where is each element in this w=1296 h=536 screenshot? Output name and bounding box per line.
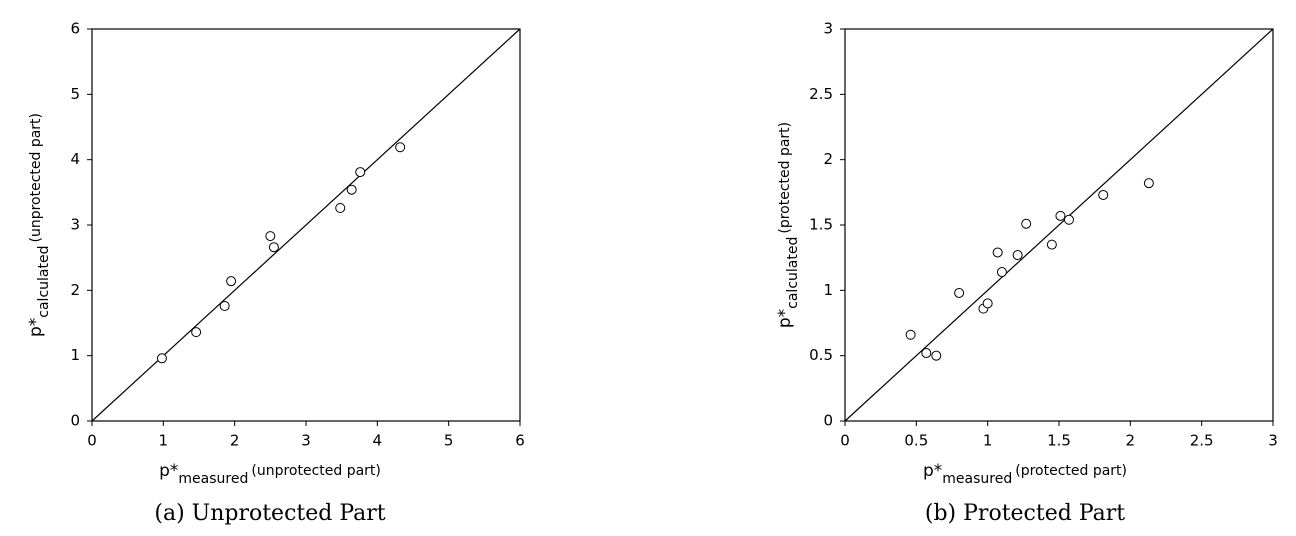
label-main: p* <box>26 318 46 337</box>
point <box>921 348 932 359</box>
axis-label: p*measured (unprotected part) <box>159 461 381 487</box>
point <box>346 184 357 195</box>
x-tick-label: 1 <box>159 432 169 450</box>
point <box>931 350 942 361</box>
point <box>954 287 965 298</box>
axis-label: p*calculated (unprotected part) <box>26 113 52 337</box>
x-tick-label: 2 <box>230 432 240 450</box>
point <box>1143 178 1154 189</box>
y-tick-label: 0 <box>70 412 80 430</box>
reference-line <box>91 28 521 422</box>
chart: 0 0.5 1 1.5 2 2.5 300.511.522.53p*measured (pro… <box>775 20 1278 527</box>
point <box>355 167 366 178</box>
point <box>191 327 202 338</box>
label-sub: calculated <box>36 246 52 318</box>
label-main: p* <box>923 461 942 481</box>
label-suffix: (protected part) <box>1015 463 1127 479</box>
axis-label: p*calculated (protected part) <box>775 122 801 328</box>
y-tick-label: 1.5 <box>809 216 833 234</box>
x-tick-label: 5 <box>444 432 454 450</box>
point <box>268 242 279 253</box>
label-main: p* <box>159 461 178 481</box>
point <box>226 276 237 287</box>
point <box>335 203 346 214</box>
y-tick-label: 2.5 <box>809 85 833 103</box>
y-tick-label: 2 <box>823 150 833 168</box>
label-sub: measured <box>178 471 248 487</box>
point <box>156 353 167 364</box>
x-tick-label: 0 <box>840 432 850 450</box>
point <box>1012 250 1023 261</box>
y-tick-label: 3 <box>70 216 80 234</box>
x-tick-label: 3 <box>1268 432 1278 450</box>
x-tick-label: 1 <box>983 432 993 450</box>
x-tick-label: 2.5 <box>1190 432 1214 450</box>
point <box>265 231 276 242</box>
caption: (b) Protected Part <box>925 501 1125 526</box>
x-tick-label: 1.5 <box>1047 432 1071 450</box>
label-suffix: (unprotected part) <box>251 463 381 479</box>
label-sub: calculated <box>785 237 801 309</box>
y-tick-label: 1 <box>823 281 833 299</box>
label-suffix: (protected part) <box>777 122 793 234</box>
y-tick-label: 3 <box>823 20 833 38</box>
point <box>395 142 406 153</box>
y-tick-label: 6 <box>70 20 80 38</box>
point <box>1021 218 1032 229</box>
point <box>905 329 916 340</box>
y-tick-label: 0.5 <box>809 346 833 364</box>
point <box>1046 239 1057 250</box>
point <box>1098 189 1109 200</box>
reference-line <box>844 28 1274 422</box>
point <box>982 298 993 309</box>
point <box>219 301 230 312</box>
label-main: p* <box>775 309 795 328</box>
y-tick-label: 4 <box>70 150 80 168</box>
x-tick-label: 4 <box>373 432 383 450</box>
caption: (a) Unprotected Part <box>154 501 385 526</box>
x-tick-label: 0.5 <box>904 432 928 450</box>
y-tick-label: 1 <box>70 346 80 364</box>
y-tick-label: 5 <box>70 85 80 103</box>
x-tick-label: 6 <box>515 432 525 450</box>
point <box>992 247 1003 258</box>
label-sub: measured <box>942 471 1012 487</box>
point <box>1055 210 1066 221</box>
y-tick-label: 0 <box>823 412 833 430</box>
axis-label: p*measured (protected part) <box>923 461 1127 487</box>
point <box>996 267 1007 278</box>
x-tick-label: 3 <box>301 432 311 450</box>
label-suffix: (unprotected part) <box>28 113 44 243</box>
y-tick-label: 2 <box>70 281 80 299</box>
x-tick-label: 0 <box>87 432 97 450</box>
point <box>1063 214 1074 225</box>
x-tick-label: 2 <box>1126 432 1136 450</box>
